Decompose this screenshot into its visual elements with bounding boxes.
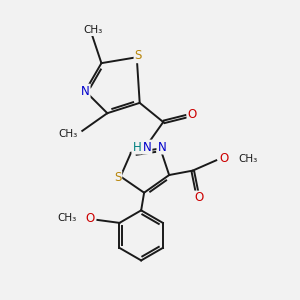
Text: O: O (219, 152, 228, 165)
Text: N: N (158, 141, 166, 154)
Text: N: N (81, 85, 90, 98)
Text: O: O (86, 212, 95, 225)
Text: O: O (188, 108, 197, 121)
Text: CH₃: CH₃ (58, 129, 78, 139)
Text: S: S (134, 49, 142, 62)
Text: CH₃: CH₃ (58, 214, 77, 224)
Text: CH₃: CH₃ (238, 154, 258, 164)
Text: CH₃: CH₃ (83, 25, 102, 35)
Text: S: S (114, 172, 121, 184)
Text: N: N (143, 141, 152, 154)
Text: O: O (194, 191, 203, 205)
Text: H: H (132, 141, 141, 154)
